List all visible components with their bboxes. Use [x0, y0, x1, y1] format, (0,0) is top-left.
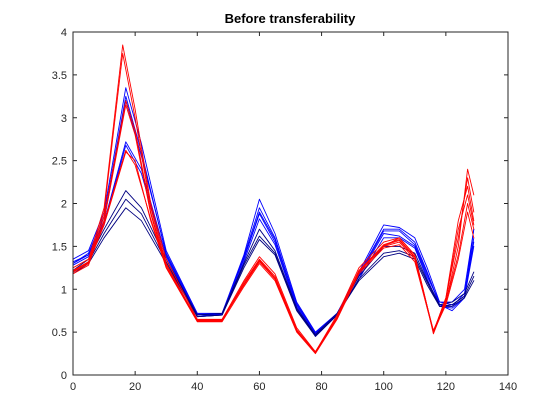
y-tick-label: 1.5	[52, 241, 67, 253]
x-tick-label: 140	[499, 381, 517, 393]
y-tick-label: 4	[61, 27, 67, 39]
y-tick-label: 0	[61, 370, 67, 382]
series-group	[72, 44, 475, 355]
plot-area: 0 20 40 60 80 100 120 140 0 0.5 1 1.5 2 2.5 3 3.5 4	[52, 27, 517, 393]
series-line-6	[72, 190, 475, 336]
y-tick-label: 2.5	[52, 156, 67, 168]
y-tick-label: 2	[61, 199, 67, 211]
y-tick-label: 3.5	[52, 70, 67, 82]
series-line-8	[72, 207, 475, 337]
x-tick-label: 40	[191, 381, 203, 393]
x-tick-label: 80	[315, 381, 327, 393]
y-tick-label: 1	[61, 284, 67, 296]
y-tick-label: 3	[61, 113, 67, 125]
series-line-9	[72, 44, 475, 353]
x-axis: 0 20 40 60 80 100 120 140	[70, 32, 517, 393]
y-tick-label: 0.5	[52, 327, 67, 339]
chart-title: Before transferability	[225, 11, 357, 26]
x-tick-label: 0	[70, 381, 76, 393]
x-tick-label: 120	[437, 381, 455, 393]
x-tick-label: 100	[375, 381, 393, 393]
series-line-14	[72, 149, 475, 353]
y-axis: 0 0.5 1 1.5 2 2.5 3 3.5 4	[52, 27, 508, 382]
x-tick-label: 20	[129, 381, 141, 393]
x-tick-label: 60	[253, 381, 265, 393]
